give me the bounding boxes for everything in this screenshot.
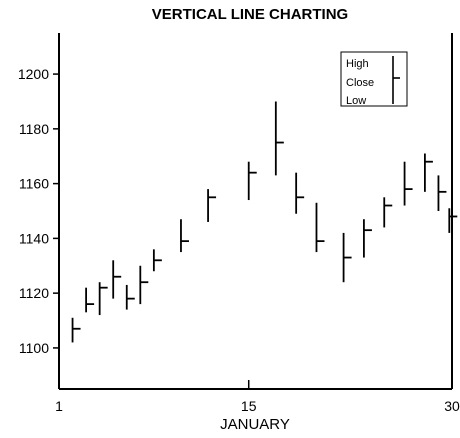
- legend: High Close Low: [340, 51, 408, 107]
- hlc-bar: [448, 208, 458, 233]
- hlc-bar: [180, 219, 189, 253]
- legend-label-low: Low: [346, 95, 366, 107]
- y-tick-label: 1100: [19, 340, 49, 356]
- x-tick-label: 30: [444, 398, 460, 414]
- hlc-bar: [139, 265, 149, 305]
- legend-label-close: Close: [346, 77, 374, 89]
- hlc-bar: [383, 197, 393, 228]
- hlc-bars: [71, 101, 458, 343]
- legend-box: [340, 51, 408, 107]
- x-axis-title: JANUARY: [220, 416, 290, 433]
- hlc-bar: [295, 172, 305, 214]
- x-ticks: 1 15 30: [55, 380, 460, 414]
- hlc-bar: [112, 260, 122, 299]
- hlc-bar: [274, 101, 284, 176]
- y-tick-label: 1200: [18, 66, 49, 82]
- hlc-bar: [403, 161, 413, 206]
- y-tick-label: 1160: [19, 176, 49, 192]
- x-tick-label: 15: [241, 398, 257, 414]
- hlc-bar: [437, 175, 447, 211]
- y-tick-label: 1180: [19, 121, 49, 137]
- y-ticks: 1100 1120 1140 1160 1180 1200: [18, 66, 59, 356]
- hlc-bar: [315, 202, 325, 253]
- y-tick-label: 1140: [19, 230, 49, 246]
- hlc-bar: [125, 284, 135, 310]
- hlc-bar: [71, 317, 81, 343]
- hlc-bar: [342, 232, 352, 283]
- chart-title: VERTICAL LINE CHARTING: [152, 6, 348, 23]
- hlc-bar: [98, 282, 108, 316]
- hlc-bar: [247, 161, 257, 201]
- x-tick-label: 1: [55, 398, 63, 414]
- y-tick-label: 1120: [19, 285, 49, 301]
- hlc-bar: [85, 287, 95, 313]
- hlc-bar: [152, 249, 162, 272]
- hlc-bar: [207, 189, 217, 222]
- legend-label-high: High: [346, 58, 369, 70]
- hlc-bar: [363, 219, 372, 258]
- hlc-bar: [423, 153, 433, 192]
